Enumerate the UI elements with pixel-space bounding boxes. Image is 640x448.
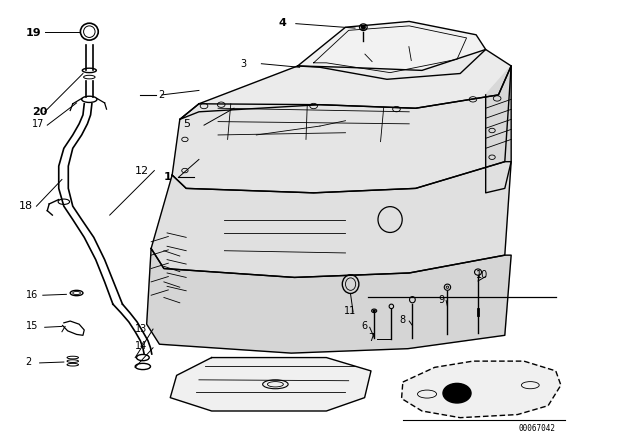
Text: 17: 17 <box>32 119 44 129</box>
Text: 7: 7 <box>368 332 374 343</box>
Polygon shape <box>170 358 371 411</box>
Polygon shape <box>486 66 511 193</box>
Text: 16: 16 <box>26 290 38 300</box>
Text: 2: 2 <box>158 90 164 100</box>
Text: 15: 15 <box>26 321 38 332</box>
Circle shape <box>443 383 471 403</box>
Text: 9: 9 <box>438 295 444 305</box>
Text: 2: 2 <box>26 357 32 367</box>
Text: 3: 3 <box>241 59 246 69</box>
Text: 14: 14 <box>135 341 147 351</box>
Text: 19: 19 <box>26 28 41 39</box>
Polygon shape <box>298 22 486 79</box>
Text: 20: 20 <box>32 107 47 117</box>
Text: 8: 8 <box>399 315 406 325</box>
Text: 13: 13 <box>135 323 147 334</box>
Polygon shape <box>147 249 511 353</box>
Text: 11: 11 <box>344 306 356 316</box>
Text: 4: 4 <box>278 18 287 28</box>
Ellipse shape <box>362 26 365 29</box>
Polygon shape <box>180 49 511 119</box>
Text: 6: 6 <box>362 321 367 332</box>
Text: 18: 18 <box>19 201 33 211</box>
Text: 1: 1 <box>164 172 172 182</box>
Polygon shape <box>172 66 511 193</box>
Text: 12: 12 <box>135 166 149 176</box>
Text: 5: 5 <box>183 119 190 129</box>
Text: 10: 10 <box>476 270 488 280</box>
Polygon shape <box>151 162 511 277</box>
Ellipse shape <box>373 310 375 311</box>
Polygon shape <box>401 361 561 418</box>
Text: 00067042: 00067042 <box>518 424 555 433</box>
